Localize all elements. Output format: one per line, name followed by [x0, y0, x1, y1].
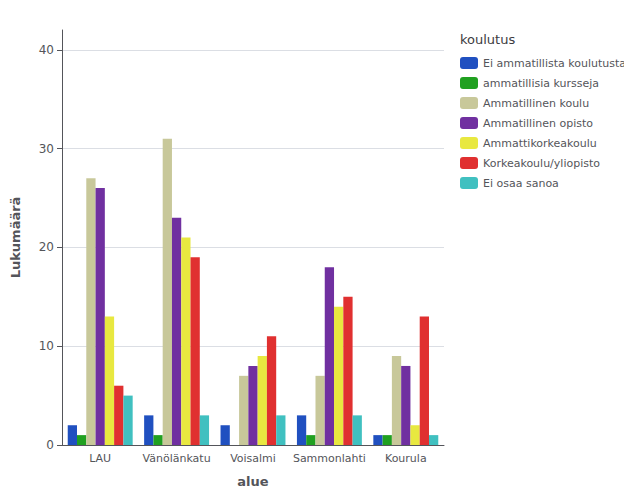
- svg-text:Korkeakoulu/yliopisto: Korkeakoulu/yliopisto: [483, 157, 600, 170]
- svg-text:Vänölänkatu: Vänölänkatu: [143, 452, 211, 465]
- svg-text:Kourula: Kourula: [385, 452, 427, 465]
- svg-text:LAU: LAU: [89, 452, 111, 465]
- svg-text:30: 30: [39, 142, 54, 156]
- svg-text:10: 10: [39, 339, 54, 353]
- svg-text:Voisalmi: Voisalmi: [230, 452, 276, 465]
- svg-text:40: 40: [39, 43, 54, 57]
- svg-text:0: 0: [46, 438, 54, 452]
- svg-text:alue: alue: [237, 474, 268, 489]
- svg-text:Lukumäärä: Lukumäärä: [8, 197, 23, 279]
- svg-text:Ammatillinen koulu: Ammatillinen koulu: [483, 97, 589, 110]
- svg-text:Ei osaa sanoa: Ei osaa sanoa: [483, 177, 559, 190]
- svg-text:Ammattikorkeakoulu: Ammattikorkeakoulu: [483, 137, 597, 150]
- svg-text:ammatillisia kursseja: ammatillisia kursseja: [483, 77, 599, 90]
- svg-text:Sammonlahti: Sammonlahti: [293, 452, 366, 465]
- svg-text:koulutus: koulutus: [460, 32, 515, 47]
- svg-text:Ammatillinen opisto: Ammatillinen opisto: [483, 117, 593, 130]
- svg-text:20: 20: [39, 240, 54, 254]
- svg-text:Ei ammatillista koulutusta: Ei ammatillista koulutusta: [483, 57, 624, 70]
